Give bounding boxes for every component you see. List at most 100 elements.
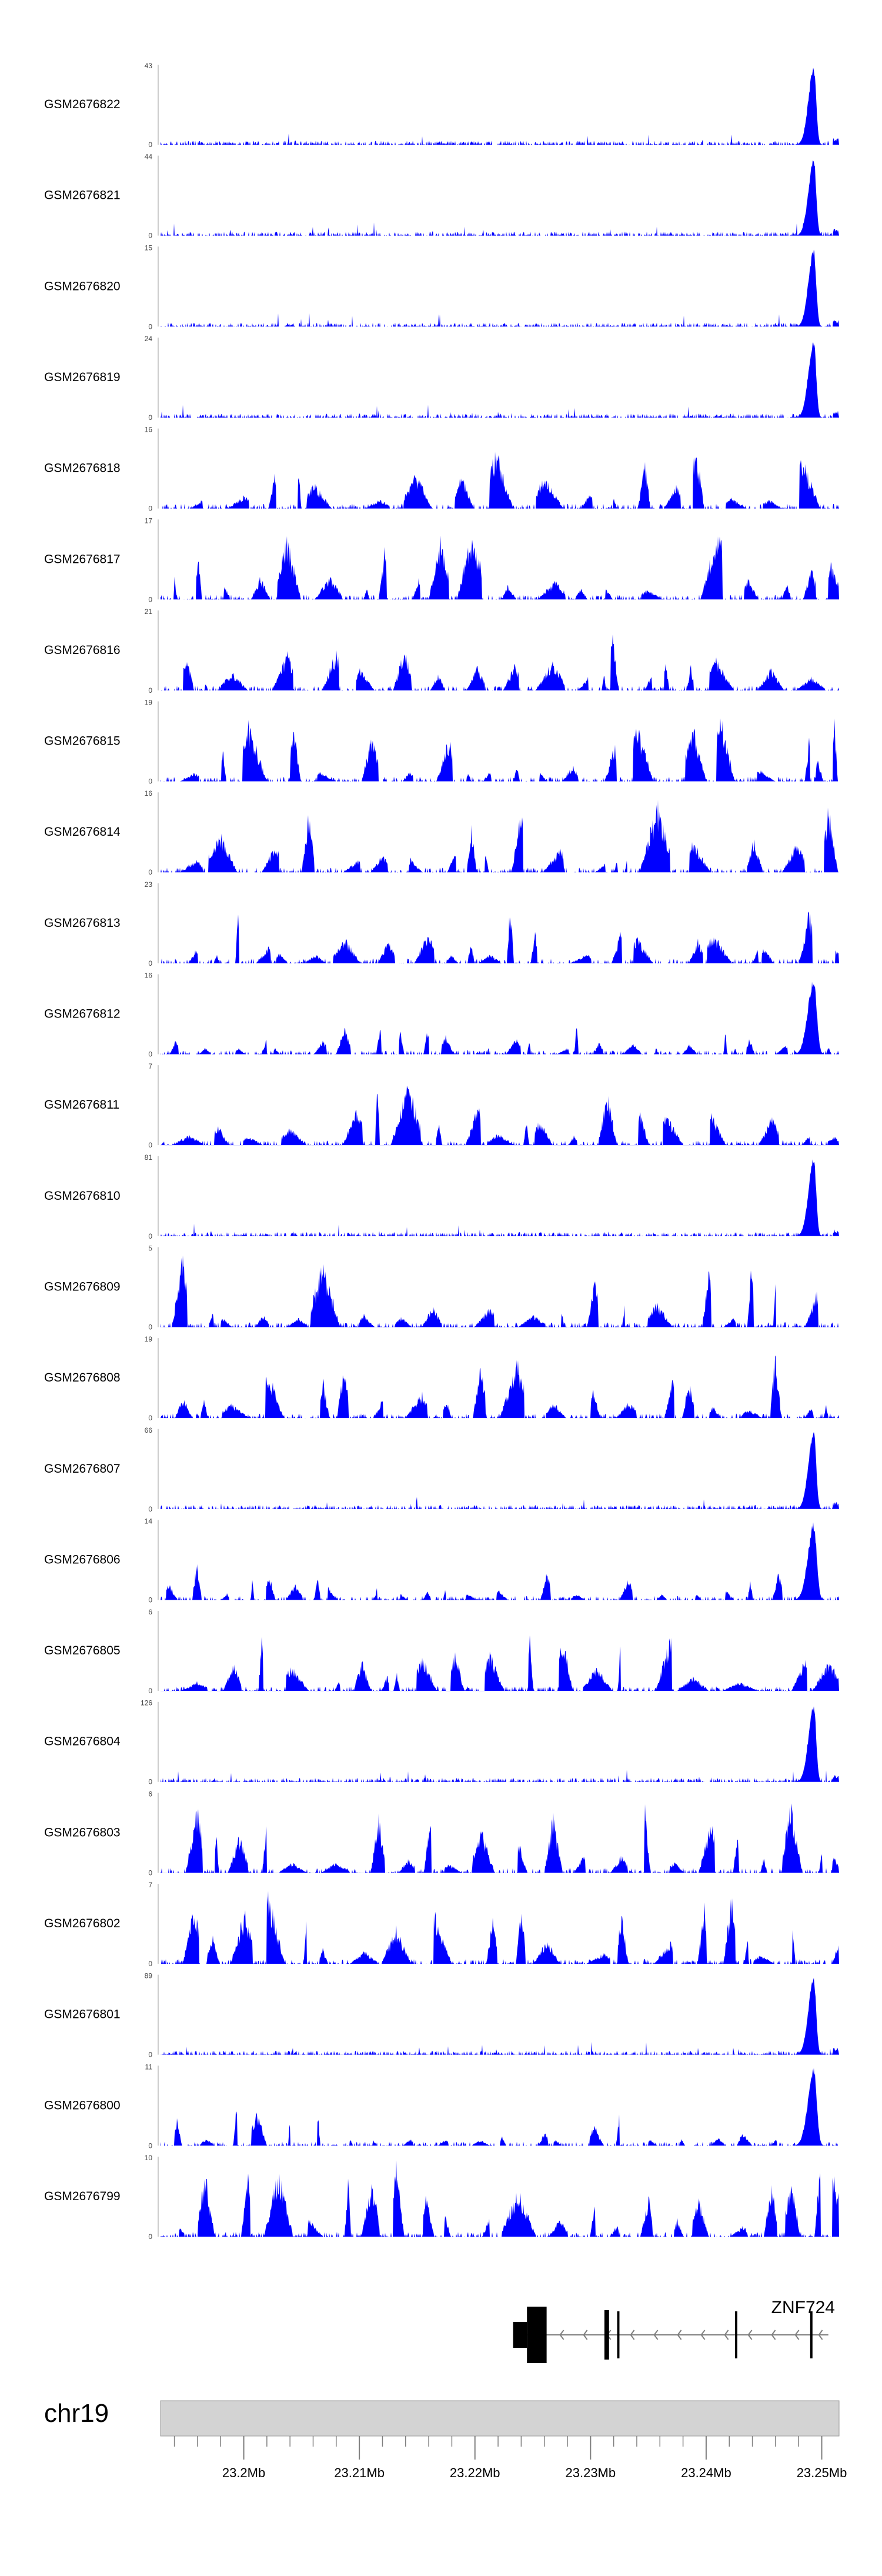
track-label-GSM2676804: GSM2676804 [44,1735,121,1749]
coverage-area-GSM2676806 [161,1522,839,1600]
track-GSM2676811: GSM2676811 7 0 [44,1062,839,1149]
track-GSM2676813: GSM2676813 23 0 [44,880,839,967]
chromosome-ideogram-band [160,2400,840,2437]
track-GSM2676807: GSM2676807 66 0 [44,1426,839,1513]
coverage-area-GSM2676814 [161,800,839,873]
exon-1 [513,2322,527,2348]
track-label-GSM2676807: GSM2676807 [44,1462,121,1476]
track-ymin-label-GSM2676800: 0 [148,2141,152,2150]
track-GSM2676814: GSM2676814 16 0 [44,789,839,876]
track-ymax-label-GSM2676808: 19 [145,1335,153,1343]
tick-label-23.25Mb: 23.25Mb [797,2465,847,2480]
strand-arrow-icon [794,2330,800,2340]
strand-arrow-icon [583,2330,588,2340]
signal-tracks: GSM2676822430GSM2676821440GSM2676820150G… [44,62,839,2241]
track-label-GSM2676803: GSM2676803 [44,1826,121,1839]
track-GSM2676818: GSM2676818 16 0 [44,426,839,513]
track-ymin-label-GSM2676818: 0 [148,505,152,513]
track-GSM2676822: GSM2676822 43 0 [44,62,839,149]
track-GSM2676817: GSM2676817 17 0 [44,516,839,603]
track-GSM2676810: GSM2676810 81 0 [44,1153,839,1240]
coverage-area-GSM2676818 [161,452,839,509]
track-ymin-label-GSM2676811: 0 [148,1141,152,1149]
track-ymax-label-GSM2676807: 66 [145,1426,153,1434]
track-ymax-label-GSM2676800: 11 [145,2063,153,2071]
track-GSM2676799: GSM2676799 10 0 [44,2154,839,2241]
track-ymin-label-GSM2676799: 0 [148,2233,152,2241]
tick-label-23.22Mb: 23.22Mb [450,2465,500,2480]
coverage-area-GSM2676807 [161,1432,839,1509]
coverage-area-GSM2676803 [161,1803,839,1873]
track-GSM2676812: GSM2676812 16 0 [44,972,839,1059]
strand-arrow-icon [700,2330,706,2340]
track-ymax-label-GSM2676804: 126 [141,1699,152,1707]
track-GSM2676802: GSM2676802 7 0 [44,1881,839,1968]
track-ymin-label-GSM2676801: 0 [148,2051,152,2059]
coverage-area-GSM2676820 [161,249,839,327]
exon-4 [617,2311,620,2358]
axis-ticks: 23.2Mb 23.21Mb 23.22Mb 23.23Mb 23.24Mb 23.25M… [173,2436,847,2480]
coverage-area-GSM2676799 [161,2160,839,2237]
coverage-area-GSM2676819 [161,342,839,418]
track-label-GSM2676801: GSM2676801 [44,2008,121,2021]
track-ymax-label-GSM2676806: 14 [145,1517,153,1525]
chromosome-label: chr19 [44,2399,109,2428]
track-ymin-label-GSM2676807: 0 [148,1505,152,1513]
track-ymax-label-GSM2676822: 43 [145,62,153,70]
coverage-area-GSM2676808 [161,1355,839,1419]
coverage-area-GSM2676822 [161,68,839,145]
track-label-GSM2676820: GSM2676820 [44,279,121,293]
track-GSM2676800: GSM2676800 11 0 [44,2063,839,2150]
track-ymin-label-GSM2676812: 0 [148,1050,152,1059]
track-ymax-label-GSM2676816: 21 [145,608,153,616]
track-GSM2676809: GSM2676809 5 0 [44,1244,839,1331]
coverage-area-GSM2676816 [161,634,839,690]
track-ymax-label-GSM2676811: 7 [148,1062,152,1070]
coverage-area-GSM2676804 [161,1706,839,1782]
strand-arrow-icon [747,2330,753,2340]
track-ymin-label-GSM2676816: 0 [148,686,152,695]
track-GSM2676819: GSM2676819 24 0 [44,335,839,422]
track-GSM2676816: GSM2676816 21 0 [44,608,839,695]
track-ymin-label-GSM2676814: 0 [148,868,152,876]
track-label-GSM2676810: GSM2676810 [44,1189,121,1203]
track-ymin-label-GSM2676804: 0 [148,1778,152,1786]
track-ymax-label-GSM2676821: 44 [145,153,153,161]
exon-3 [604,2310,609,2360]
coverage-area-GSM2676802 [161,1891,839,1964]
exon-2 [527,2307,547,2363]
track-GSM2676808: GSM2676808 19 0 [44,1335,839,1422]
gene-track: ZNF724 [513,2298,835,2363]
track-GSM2676821: GSM2676821 44 0 [44,153,839,240]
track-label-GSM2676819: GSM2676819 [44,371,121,384]
strand-arrow-icon [653,2330,659,2340]
track-label-GSM2676812: GSM2676812 [44,1007,121,1021]
coverage-area-GSM2676812 [161,982,839,1055]
coverage-area-GSM2676800 [161,2068,839,2146]
track-GSM2676806: GSM2676806 14 0 [44,1517,839,1604]
track-ymax-label-GSM2676820: 15 [145,243,153,252]
track-ymax-label-GSM2676814: 16 [145,789,153,798]
track-label-GSM2676802: GSM2676802 [44,1917,121,1930]
strand-arrow-icon [818,2330,823,2340]
gene-model [513,2307,828,2363]
track-ymax-label-GSM2676809: 5 [148,1244,152,1252]
track-ymax-label-GSM2676813: 23 [145,880,153,889]
track-ymin-label-GSM2676803: 0 [148,1868,152,1877]
track-label-GSM2676805: GSM2676805 [44,1644,121,1657]
track-ymin-label-GSM2676802: 0 [148,1960,152,1968]
track-ymin-label-GSM2676821: 0 [148,232,152,240]
track-ymin-label-GSM2676809: 0 [148,1323,152,1331]
coverage-area-GSM2676801 [161,1978,839,2055]
strand-arrow-icon [724,2330,729,2340]
track-ymin-label-GSM2676813: 0 [148,959,152,967]
track-ymax-label-GSM2676818: 16 [145,426,153,434]
track-GSM2676803: GSM2676803 6 0 [44,1790,839,1877]
exon-6 [810,2311,813,2358]
coverage-area-GSM2676813 [161,912,839,963]
track-ymin-label-GSM2676808: 0 [148,1414,152,1422]
track-ymin-label-GSM2676806: 0 [148,1596,152,1604]
track-ymin-label-GSM2676815: 0 [148,778,152,786]
track-ymax-label-GSM2676805: 6 [148,1608,152,1616]
